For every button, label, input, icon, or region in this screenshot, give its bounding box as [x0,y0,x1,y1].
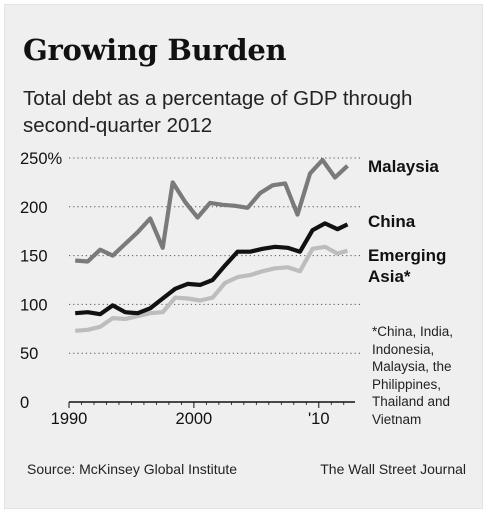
series-labels: Malaysia China Emerging Asia* [368,157,446,286]
chart-card: Growing Burden Total debt as a percentag… [4,4,483,509]
publisher-credit: The Wall Street Journal [320,461,466,477]
line-chart: 250% 200 150 100 50 0 1990 2000 '10 Malaysia Ch… [20,150,446,428]
series-line-china [75,221,349,317]
series-lines [75,157,349,333]
y-tick-label: 250% [20,150,63,168]
chart-title: Growing Burden [23,33,287,67]
y-tick-label: 100 [20,296,48,314]
series-line-malaysia [75,157,349,264]
series-label-emerging-line2: Asia* [368,267,411,286]
gridlines [69,157,360,403]
y-tick-label: 50 [20,345,38,363]
source-note: Source: McKinsey Global Institute [27,461,238,477]
chart-subtitle: Total debt as a percentage of GDP throug… [23,87,413,137]
footnote: *China, India, Indonesia, Malaysia, the … [372,324,454,427]
y-tick-label: 0 [20,394,29,412]
series-label-china: China [368,212,416,231]
x-axis-ticks: 1990 2000 '10 [51,402,345,428]
y-tick-label: 200 [20,199,48,217]
x-tick-label: 1990 [51,410,88,428]
series-label-emerging-line1: Emerging [368,246,446,265]
x-tick-label: 2000 [176,410,213,428]
series-label-malaysia: Malaysia [368,157,439,176]
x-tick-label: '10 [308,410,330,428]
y-axis-ticks: 250% 200 150 100 50 0 [20,150,63,412]
y-tick-label: 150 [20,248,48,266]
series-line-emerging-asia [75,244,349,333]
